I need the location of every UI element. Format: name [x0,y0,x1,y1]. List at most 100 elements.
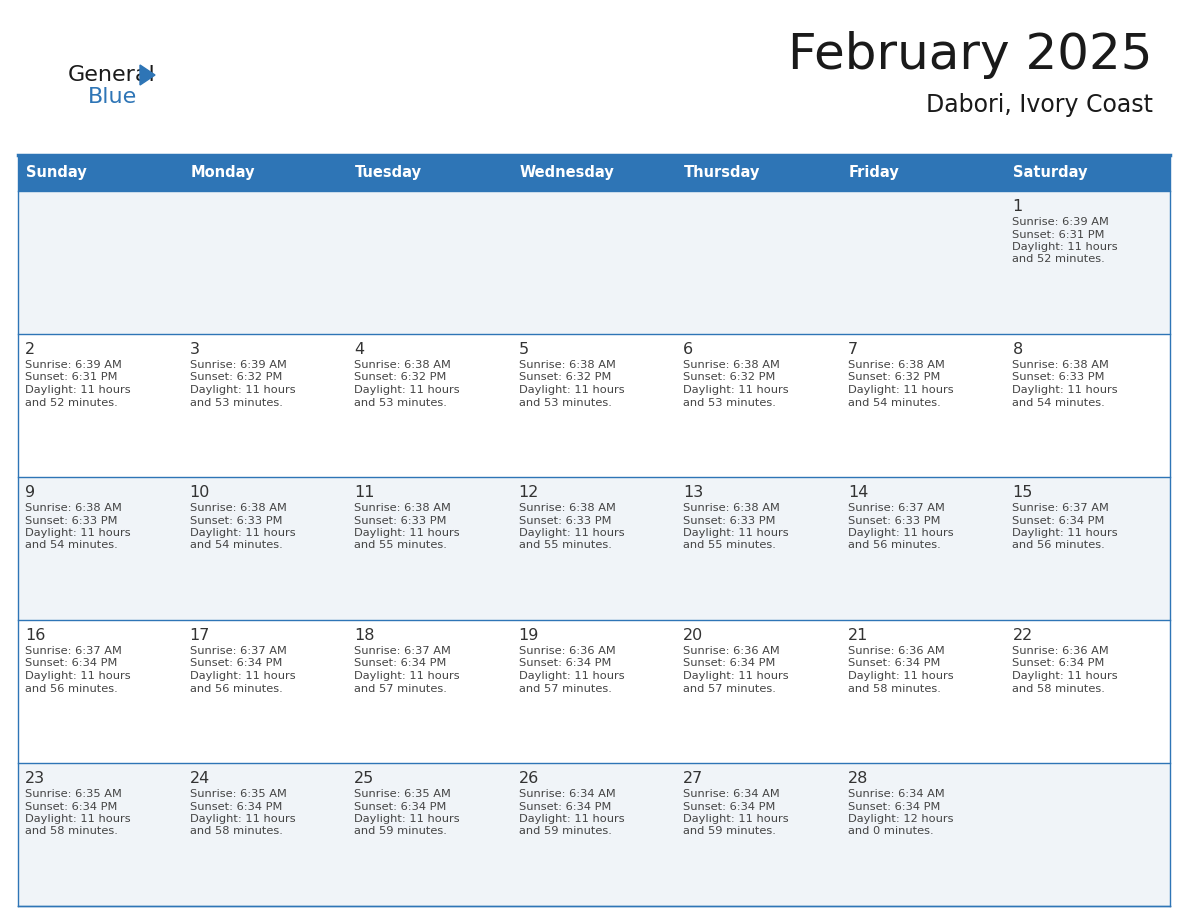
Bar [841,155,1005,191]
Bar [18,620,183,763]
Text: Friday: Friday [849,165,899,181]
Text: Sunrise: 6:35 AM: Sunrise: 6:35 AM [354,789,451,799]
Text: Daylight: 11 hours: Daylight: 11 hours [25,528,131,538]
Text: Sunrise: 6:37 AM: Sunrise: 6:37 AM [1012,503,1110,513]
Text: Sunrise: 6:39 AM: Sunrise: 6:39 AM [25,360,122,370]
Bar [1005,763,1170,906]
Bar [1005,155,1170,191]
Text: Sunset: 6:33 PM: Sunset: 6:33 PM [25,516,118,525]
Bar [841,477,1005,620]
Text: Sunset: 6:32 PM: Sunset: 6:32 PM [354,373,447,383]
Text: Daylight: 11 hours: Daylight: 11 hours [25,814,131,824]
Bar [347,620,512,763]
Text: 12: 12 [519,485,539,500]
Text: and 58 minutes.: and 58 minutes. [25,826,118,836]
Bar [347,334,512,477]
Text: and 58 minutes.: and 58 minutes. [1012,684,1105,693]
Text: Daylight: 11 hours: Daylight: 11 hours [354,814,460,824]
Text: 20: 20 [683,628,703,643]
Text: and 59 minutes.: and 59 minutes. [354,826,447,836]
Text: Daylight: 11 hours: Daylight: 11 hours [848,385,954,395]
Text: Sunset: 6:34 PM: Sunset: 6:34 PM [1012,516,1105,525]
Text: Sunrise: 6:38 AM: Sunrise: 6:38 AM [519,360,615,370]
Text: and 56 minutes.: and 56 minutes. [25,684,118,693]
Bar [512,477,676,620]
Text: Sunrise: 6:34 AM: Sunrise: 6:34 AM [848,789,944,799]
Text: Daylight: 11 hours: Daylight: 11 hours [190,385,295,395]
Text: 22: 22 [1012,628,1032,643]
Text: and 55 minutes.: and 55 minutes. [519,541,612,551]
Text: and 57 minutes.: and 57 minutes. [519,684,612,693]
Bar [347,763,512,906]
Text: Daylight: 11 hours: Daylight: 11 hours [1012,528,1118,538]
Text: 6: 6 [683,342,694,357]
Text: Thursday: Thursday [684,165,760,181]
Text: 28: 28 [848,771,868,786]
Text: Sunrise: 6:37 AM: Sunrise: 6:37 AM [354,646,451,656]
Text: Monday: Monday [190,165,255,181]
Text: Sunset: 6:34 PM: Sunset: 6:34 PM [25,801,118,812]
Bar [841,620,1005,763]
Bar [347,477,512,620]
Text: Sunrise: 6:38 AM: Sunrise: 6:38 AM [25,503,122,513]
Text: Sunset: 6:32 PM: Sunset: 6:32 PM [683,373,776,383]
Text: and 53 minutes.: and 53 minutes. [683,397,776,408]
Text: Sunrise: 6:38 AM: Sunrise: 6:38 AM [190,503,286,513]
Text: Daylight: 11 hours: Daylight: 11 hours [190,528,295,538]
Bar [18,155,183,191]
Text: Sunset: 6:32 PM: Sunset: 6:32 PM [519,373,611,383]
Text: Sunset: 6:33 PM: Sunset: 6:33 PM [354,516,447,525]
Text: 25: 25 [354,771,374,786]
Text: Daylight: 11 hours: Daylight: 11 hours [354,528,460,538]
Text: and 56 minutes.: and 56 minutes. [190,684,283,693]
Text: February 2025: February 2025 [789,31,1154,79]
Bar [1005,620,1170,763]
Text: Sunset: 6:31 PM: Sunset: 6:31 PM [1012,230,1105,240]
Text: Sunrise: 6:38 AM: Sunrise: 6:38 AM [1012,360,1110,370]
Text: and 57 minutes.: and 57 minutes. [683,684,776,693]
Text: Saturday: Saturday [1013,165,1088,181]
Text: Sunset: 6:33 PM: Sunset: 6:33 PM [848,516,941,525]
Text: Sunrise: 6:37 AM: Sunrise: 6:37 AM [25,646,122,656]
Text: Sunrise: 6:36 AM: Sunrise: 6:36 AM [519,646,615,656]
Text: Sunset: 6:33 PM: Sunset: 6:33 PM [683,516,776,525]
Text: and 54 minutes.: and 54 minutes. [25,541,118,551]
Bar [1005,477,1170,620]
Polygon shape [140,65,154,85]
Text: Sunday: Sunday [26,165,87,181]
Text: Sunrise: 6:36 AM: Sunrise: 6:36 AM [1012,646,1110,656]
Text: Sunset: 6:33 PM: Sunset: 6:33 PM [190,516,282,525]
Text: and 53 minutes.: and 53 minutes. [519,397,612,408]
Bar [18,191,183,334]
Text: Sunrise: 6:34 AM: Sunrise: 6:34 AM [519,789,615,799]
Text: Daylight: 11 hours: Daylight: 11 hours [519,671,625,681]
Text: Daylight: 11 hours: Daylight: 11 hours [25,385,131,395]
Text: and 56 minutes.: and 56 minutes. [1012,541,1105,551]
Text: Sunrise: 6:37 AM: Sunrise: 6:37 AM [190,646,286,656]
Text: Sunset: 6:34 PM: Sunset: 6:34 PM [1012,658,1105,668]
Text: Daylight: 11 hours: Daylight: 11 hours [1012,385,1118,395]
Text: Sunset: 6:34 PM: Sunset: 6:34 PM [848,658,940,668]
Text: and 54 minutes.: and 54 minutes. [848,397,941,408]
Text: Sunset: 6:31 PM: Sunset: 6:31 PM [25,373,118,383]
Text: 23: 23 [25,771,45,786]
Text: Dabori, Ivory Coast: Dabori, Ivory Coast [925,93,1154,117]
Bar [512,334,676,477]
Text: General: General [68,65,156,85]
Bar [676,155,841,191]
Text: and 52 minutes.: and 52 minutes. [25,397,118,408]
Text: Sunrise: 6:35 AM: Sunrise: 6:35 AM [190,789,286,799]
Text: Sunset: 6:34 PM: Sunset: 6:34 PM [519,801,611,812]
Bar [676,191,841,334]
Bar [183,334,347,477]
Text: Daylight: 11 hours: Daylight: 11 hours [1012,671,1118,681]
Bar [183,477,347,620]
Bar [1005,191,1170,334]
Text: Blue: Blue [88,87,138,107]
Text: and 58 minutes.: and 58 minutes. [848,684,941,693]
Text: and 53 minutes.: and 53 minutes. [354,397,447,408]
Text: and 56 minutes.: and 56 minutes. [848,541,941,551]
Text: Daylight: 11 hours: Daylight: 11 hours [848,671,954,681]
Text: Sunset: 6:34 PM: Sunset: 6:34 PM [848,801,940,812]
Text: 27: 27 [683,771,703,786]
